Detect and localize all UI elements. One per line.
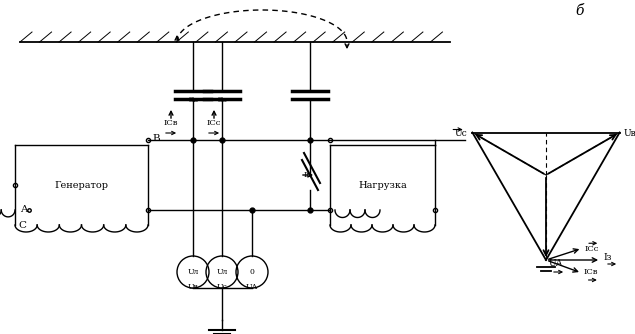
Text: Iс: Iс bbox=[304, 171, 312, 179]
Text: Cв: Cв bbox=[187, 96, 199, 104]
Text: IСс: IСс bbox=[584, 245, 599, 253]
Text: UА: UА bbox=[246, 283, 258, 291]
Text: A: A bbox=[20, 205, 27, 214]
Text: IСс: IСс bbox=[207, 119, 221, 127]
Text: Cс: Cс bbox=[217, 96, 227, 104]
Text: Uс: Uс bbox=[217, 283, 227, 291]
Text: Iз: Iз bbox=[603, 253, 612, 262]
Text: Генератор: Генератор bbox=[55, 180, 109, 189]
Text: 0: 0 bbox=[250, 268, 255, 276]
Text: Uв: Uв bbox=[624, 130, 635, 139]
Text: Uл: Uл bbox=[187, 268, 199, 276]
Text: IСв: IСв bbox=[584, 268, 598, 276]
Text: Uл: Uл bbox=[217, 268, 227, 276]
Text: Uс: Uс bbox=[455, 130, 467, 139]
Text: Uв: Uв bbox=[187, 283, 198, 291]
Text: C: C bbox=[18, 221, 26, 230]
Text: B: B bbox=[152, 134, 159, 143]
Text: UА: UА bbox=[549, 259, 563, 268]
Text: Нагрузка: Нагрузка bbox=[358, 180, 407, 189]
Text: IСв: IСв bbox=[164, 119, 178, 127]
Text: б: б bbox=[576, 4, 584, 18]
